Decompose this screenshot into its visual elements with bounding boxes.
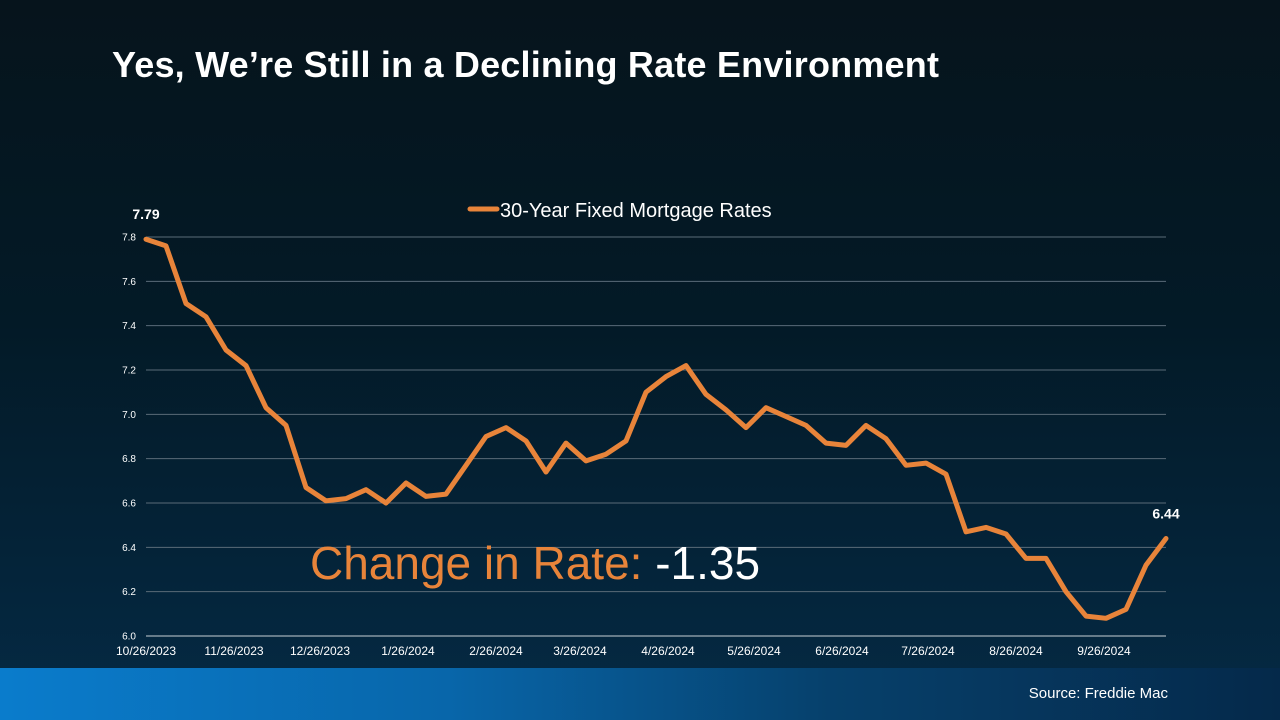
- x-axis-ticks: 10/26/2023 11/26/2023 12/26/2023 1/26/2024 2…: [116, 644, 1131, 658]
- legend-label: 30-Year Fixed Mortgage Rates: [500, 200, 772, 222]
- y-tick-label: 7.0: [122, 410, 136, 421]
- page-title: Yes, We’re Still in a Declining Rate Env…: [112, 44, 940, 85]
- data-label: 7.79: [132, 206, 159, 222]
- change-in-rate-value: -1.35: [655, 537, 761, 589]
- footer-bar: Source: Freddie Mac: [0, 668, 1280, 720]
- x-tick-label: 6/26/2024: [815, 644, 869, 658]
- data-label: 6.44: [1152, 505, 1179, 521]
- change-in-rate-label: Change in Rate:: [310, 537, 643, 589]
- y-tick-label: 6.2: [122, 587, 136, 598]
- y-tick-label: 7.2: [122, 366, 136, 377]
- x-tick-label: 8/26/2024: [989, 644, 1043, 658]
- x-tick-label: 4/26/2024: [641, 644, 695, 658]
- y-tick-label: 6.4: [122, 543, 136, 554]
- source-credit: Source: Freddie Mac: [1028, 685, 1168, 702]
- y-tick-label: 7.6: [122, 277, 136, 288]
- data-labels: 7.79 6.44: [132, 206, 1179, 521]
- series-layer: [143, 236, 1169, 621]
- x-tick-label: 5/26/2024: [727, 644, 781, 658]
- x-tick-label: 12/26/2023: [290, 644, 350, 658]
- y-tick-label: 7.8: [122, 233, 136, 244]
- x-tick-label: 1/26/2024: [381, 644, 435, 658]
- y-tick-label: 7.4: [122, 321, 136, 332]
- x-tick-label: 9/26/2024: [1077, 644, 1131, 658]
- y-axis-ticks: 6.0 6.2 6.4 6.6 6.8 7.0 7.2 7.4 7.6 7.8: [122, 233, 136, 643]
- series-line-30-year-fixed: [143, 236, 1169, 621]
- y-tick-label: 6.6: [122, 499, 136, 510]
- x-tick-label: 7/26/2024: [901, 644, 955, 658]
- change-in-rate-callout: Change in Rate: -1.35: [310, 536, 760, 590]
- x-tick-label: 3/26/2024: [553, 644, 607, 658]
- x-tick-label: 10/26/2023: [116, 644, 176, 658]
- grid-lines: [146, 236, 1166, 637]
- y-tick-label: 6.0: [122, 632, 136, 643]
- mortgage-rate-line-chart: 6.0 6.2 6.4 6.6 6.8 7.0 7.2 7.4 7.6 7.8 10/26/202…: [116, 200, 1179, 658]
- legend: 30-Year Fixed Mortgage Rates: [467, 200, 772, 222]
- y-tick-label: 6.8: [122, 454, 136, 465]
- x-tick-label: 2/26/2024: [469, 644, 523, 658]
- x-tick-label: 11/26/2023: [204, 644, 263, 658]
